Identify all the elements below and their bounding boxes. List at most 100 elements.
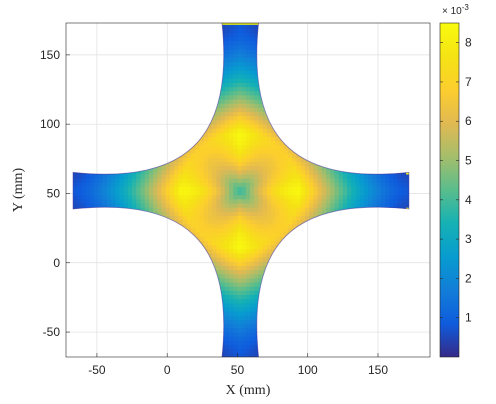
heat-cell [241,65,247,71]
heat-cell [241,253,247,258]
heat-cell [229,253,234,258]
heat-cell [195,190,200,196]
heat-cell [254,111,259,117]
heat-cell [178,199,184,204]
heat-cell [233,240,238,246]
heat-cell [245,340,251,345]
heat-cell [330,203,335,208]
heat-cell [241,186,247,192]
heat-cell [203,207,209,212]
heat-cell [283,169,289,175]
heat-cell [266,144,272,150]
heat-cell [203,132,209,138]
heat-cell [237,65,243,71]
heat-cell [237,28,243,34]
heat-cell [266,153,272,158]
heat-cell [224,70,230,75]
heat-cell [216,186,221,192]
heat-cell [195,174,200,179]
heat-cell [224,41,230,46]
heat-cell [241,282,247,287]
heat-cell [309,165,314,171]
heat-cell [241,140,247,146]
heat-cell [110,186,116,192]
heat-cell [224,315,230,320]
heat-cell [229,23,234,25]
heat-cell [292,174,297,179]
heat-cell [186,153,192,158]
heat-cell [241,278,247,283]
heat-cell [250,165,255,171]
heat-cell [195,165,200,171]
heat-cell [229,153,234,158]
heat-cell [102,199,108,204]
heat-cell [229,82,234,88]
heat-cell [258,236,264,241]
heat-cell [292,223,297,229]
heat-cell [174,203,179,208]
heat-cell [199,186,205,192]
heat-cell [275,157,281,162]
heat-cell [326,182,331,187]
heat-cell [245,165,251,171]
heat-cell [313,203,318,208]
heat-cell [283,144,289,150]
heat-cell [271,174,276,179]
heat-cell [220,352,226,357]
heat-cell [237,307,243,312]
heat-cell [241,49,247,54]
heat-cell [275,194,281,200]
heat-cell [153,190,158,196]
heat-cell [266,136,272,142]
heat-cell [233,182,238,187]
heat-cell [195,169,200,175]
heat-cell [288,153,293,158]
heat-cell [229,140,234,146]
heat-cell [279,144,285,150]
heat-cell [195,228,200,233]
heat-cell [245,344,251,350]
heat-cell [254,70,259,75]
heat-cell [94,182,99,187]
heat-cell [102,182,108,187]
heat-cell [191,199,196,204]
heat-cell [241,207,247,212]
heat-cell [292,161,297,167]
heat-cell [245,319,251,325]
heat-cell [258,190,264,196]
heat-cell [233,103,238,108]
heat-cell [195,219,200,225]
heat-cell [262,223,268,229]
heat-cell [207,236,213,241]
heat-cell [283,161,289,167]
heat-cell [241,103,247,108]
heat-cell [262,128,268,133]
heat-cell [266,128,272,133]
heat-cell [110,203,116,208]
heat-cell [203,244,209,250]
heat-cell [241,90,247,96]
heat-cell [73,203,78,208]
heat-cell [254,120,259,125]
heat-cell [182,190,188,196]
heat-cell [220,107,226,113]
heat-cell [212,207,217,212]
heat-cell [170,174,175,179]
heat-cell [199,140,205,146]
heat-cell [262,165,268,171]
heat-cell [161,207,167,212]
heat-cell [199,136,205,142]
heat-cell [224,215,230,221]
heat-cell [241,41,247,46]
heat-cell [233,223,238,229]
heat-cell [233,307,238,312]
heat-cell [317,190,323,196]
heat-cell [258,269,264,275]
heat-cell [296,219,302,225]
heat-cell [266,207,272,212]
heat-cell [262,120,268,125]
heat-cell [275,161,281,167]
heat-cell [220,203,226,208]
heat-cell [212,244,217,250]
heat-cell [207,215,213,221]
